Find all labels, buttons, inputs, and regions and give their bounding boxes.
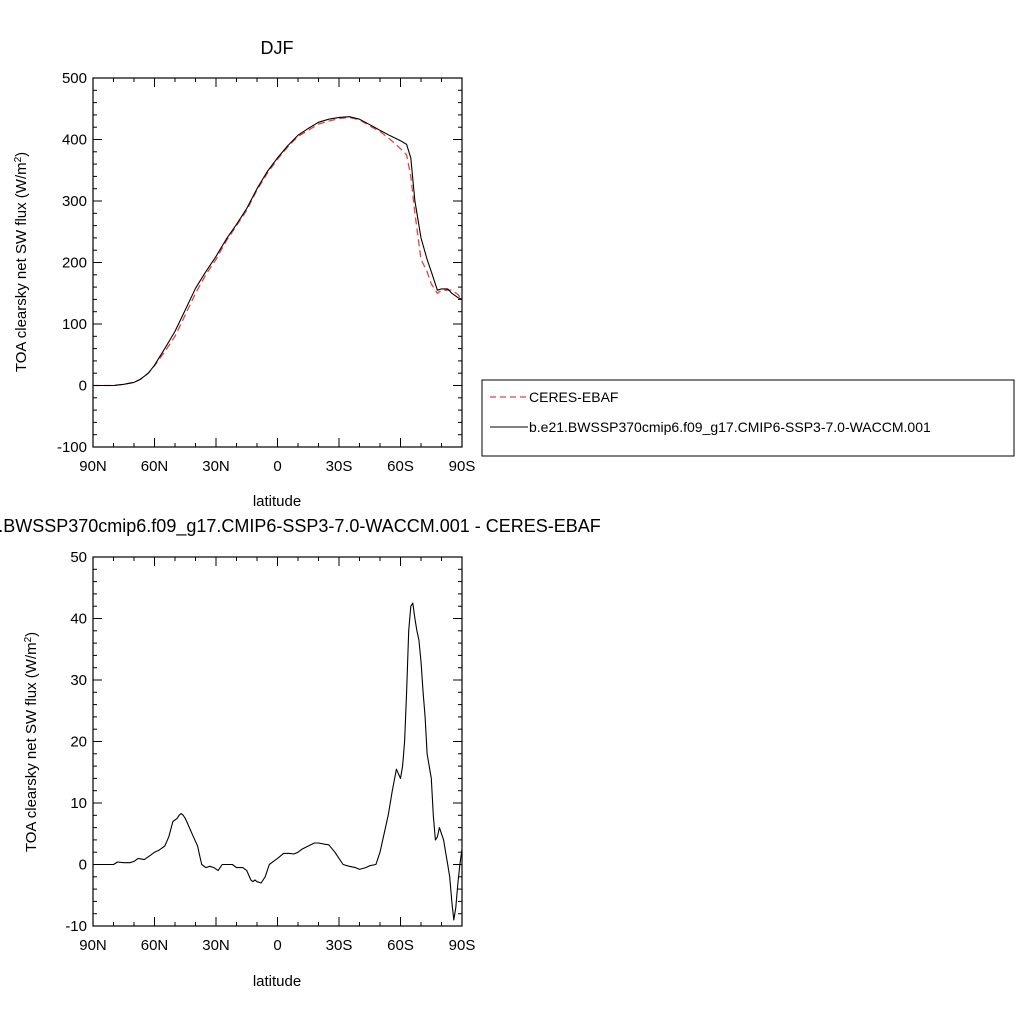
bottom-x-tick-label: 90N <box>79 937 107 954</box>
top-y-tick-label: 100 <box>62 316 87 333</box>
top-x-tick-label: 60S <box>387 458 414 475</box>
bottom-plot-area: -10 0 10 20 30 40 50 90N 60N 30N 0 30S 60S 90S <box>65 549 475 954</box>
bottom-y-tick-label: 0 <box>79 857 87 874</box>
top-plot-frame <box>92 77 463 448</box>
bottom-y-axis-label: TOA clearsky net SW flux (W/m2) <box>23 632 41 852</box>
bottom-y-tick-label: 50 <box>70 549 87 566</box>
top-y-tick-label: 300 <box>62 193 87 210</box>
chart-title-djf: DJF <box>261 38 294 58</box>
legend-label-model: b.e21.BWSSP370cmip6.f09_g17.CMIP6-SSP3-7… <box>529 419 931 435</box>
legend-label-ceres-ebaf: CERES-EBAF <box>529 389 618 405</box>
top-x-tick-label: 90S <box>449 458 476 475</box>
bottom-y-tick-label: 40 <box>70 611 87 628</box>
bottom-x-axis-label: latitude <box>253 973 301 990</box>
top-x-tick-label: 60N <box>141 458 169 475</box>
bottom-plot-frame <box>92 556 463 927</box>
top-y-tick-label: 200 <box>62 255 87 272</box>
top-y-axis-label: TOA clearsky net SW flux (W/m2) <box>13 152 31 372</box>
bottom-x-tick-label: 60S <box>387 937 414 954</box>
bottom-x-tick-label: 0 <box>273 937 281 954</box>
top-plot-area: -100 0 100 200 300 400 500 90N 60N 30N 0 30S 60S 90S <box>57 70 475 475</box>
top-y-tick-label: 500 <box>62 70 87 87</box>
top-series-line-1 <box>93 116 462 387</box>
top-y-tick-label: -100 <box>57 439 87 456</box>
top-x-axis-label: latitude <box>253 493 301 510</box>
bottom-y-tick-label: 20 <box>70 734 87 751</box>
top-x-tick-label: 30N <box>202 458 230 475</box>
bottom-y-tick-label: -10 <box>65 918 87 935</box>
chart-title-difference: b.e21.BWSSP370cmip6.f09_g17.CMIP6-SSP3-7… <box>0 516 601 537</box>
top-panel: DJF -100 0 100 200 300 400 500 90N 60N 30N 0 30S 60S… <box>13 38 1015 510</box>
top-x-tick-label: 30S <box>326 458 353 475</box>
top-y-tick-label: 0 <box>79 378 87 395</box>
top-x-tick-label: 90N <box>79 458 107 475</box>
top-x-tick-label: 0 <box>273 458 281 475</box>
top-y-tick-label: 400 <box>62 132 87 149</box>
bottom-panel: b.e21.BWSSP370cmip6.f09_g17.CMIP6-SSP3-7… <box>0 516 601 990</box>
legend-box <box>481 379 1015 457</box>
bottom-x-tick-label: 30N <box>202 937 230 954</box>
legend: CERES-EBAF b.e21.BWSSP370cmip6.f09_g17.C… <box>481 379 1015 457</box>
bottom-y-tick-label: 30 <box>70 672 87 689</box>
bottom-x-tick-label: 60N <box>141 937 169 954</box>
bottom-series-line-0 <box>93 602 462 921</box>
bottom-x-tick-label: 90S <box>449 937 476 954</box>
bottom-x-tick-label: 30S <box>326 937 353 954</box>
bottom-y-tick-label: 10 <box>70 795 87 812</box>
